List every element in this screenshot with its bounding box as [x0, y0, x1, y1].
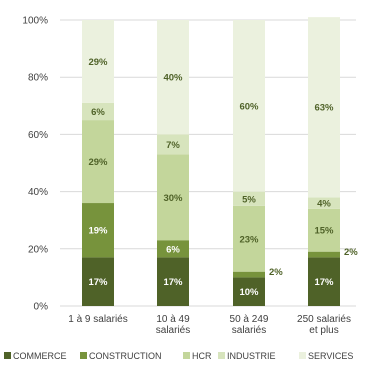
bar-segment-construction: [82, 203, 114, 258]
data-label: 29%: [88, 57, 108, 68]
data-label: 40%: [163, 73, 183, 84]
y-tick-label: 80%: [28, 73, 48, 84]
x-tick-label-line: 10 à 49: [156, 314, 190, 325]
x-tick-label: 1 à 9 salariés: [68, 314, 127, 325]
legend-swatch-services: [299, 352, 306, 359]
bar-segment-industrie: [82, 102, 114, 121]
data-label: 7%: [166, 140, 180, 151]
x-tick-label: 10 à 49 salariés: [156, 314, 190, 336]
bar-segment-services: [308, 17, 340, 198]
data-label: 17%: [314, 277, 334, 288]
data-label: 30%: [163, 193, 183, 204]
bar-segment-industrie: [308, 197, 340, 209]
bar-segment-commerce: [233, 277, 265, 306]
x-tick-label: 250 salariés et plus: [297, 314, 351, 336]
y-tick-label: 60%: [28, 130, 48, 141]
bar-segment-hcr: [82, 120, 114, 204]
bar-segment-industrie: [157, 134, 189, 155]
bar-segment-services: [157, 20, 189, 135]
legend-swatch-industrie: [218, 352, 225, 359]
bar-segment-hcr: [157, 154, 189, 241]
bar-segment-commerce: [82, 257, 114, 306]
bar-segment-construction: [308, 251, 340, 258]
legend-swatch-construction: [80, 352, 87, 359]
legend-swatch-commerce: [4, 352, 11, 359]
x-tick-label-line: salariés: [232, 325, 266, 336]
legend-label-industrie: INDUSTRIE: [227, 351, 276, 361]
bar-segment-hcr: [233, 205, 265, 272]
bar-segment-commerce: [157, 257, 189, 306]
data-label: 63%: [314, 103, 334, 114]
data-label: 15%: [314, 226, 334, 237]
x-tick-label-line: 1 à 9 salariés: [68, 314, 127, 325]
legend-label-hcr: HCR: [192, 351, 212, 361]
y-tick-label: 20%: [28, 244, 48, 255]
bar-segment-construction: [233, 271, 265, 278]
data-label: 4%: [317, 199, 331, 210]
bar-segment-construction: [157, 240, 189, 258]
y-tick-label: 0%: [34, 302, 49, 313]
data-label: 5%: [242, 194, 256, 205]
y-tick-label: 100%: [22, 16, 48, 27]
data-label: 2%: [344, 247, 358, 258]
data-label: 29%: [88, 157, 108, 168]
bar-segment-industrie: [233, 191, 265, 206]
data-label: 23%: [239, 234, 259, 245]
y-tick-label: 40%: [28, 187, 48, 198]
bar-segment-services: [82, 20, 114, 103]
x-tick-label-line: salariés: [156, 325, 190, 336]
data-label: 6%: [91, 107, 105, 118]
data-label: 6%: [166, 244, 180, 255]
legend-label-commerce: COMMERCE: [13, 351, 67, 361]
data-label: 19%: [88, 226, 108, 237]
legend-label-construction: CONSTRUCTION: [89, 351, 162, 361]
data-label: 60%: [239, 101, 259, 112]
data-label: 17%: [163, 277, 183, 288]
bar-segment-hcr: [308, 208, 340, 252]
x-tick-label-line: 50 à 249: [230, 314, 269, 325]
legend-swatch-hcr: [183, 352, 190, 359]
bar-segment-commerce: [308, 257, 340, 306]
legend-label-services: SERVICES: [308, 351, 353, 361]
data-label: 2%: [269, 267, 283, 278]
x-tick-label-line: 250 salariés: [297, 314, 351, 325]
data-label: 10%: [239, 287, 259, 298]
x-tick-label: 50 à 249 salariés: [230, 314, 269, 336]
data-label: 17%: [88, 277, 108, 288]
bar-segment-services: [233, 20, 265, 192]
x-tick-label-line: et plus: [309, 325, 338, 336]
